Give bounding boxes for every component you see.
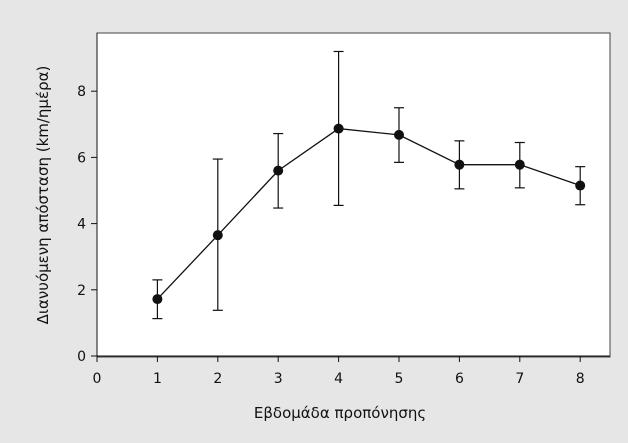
y-tick-label-8: 8 bbox=[77, 84, 86, 100]
x-tick-label-1: 1 bbox=[153, 371, 162, 387]
axes: 0 1 2 3 4 5 6 7 8 0 2 4 6 8 bbox=[77, 33, 610, 387]
x-tick-label-5: 5 bbox=[395, 371, 404, 387]
y-tick-label-4: 4 bbox=[77, 217, 86, 233]
data-point-6 bbox=[454, 159, 465, 170]
data-point-1 bbox=[152, 294, 163, 305]
y-axis-label: Διανυόμενη απόσταση (km/ημέρα) bbox=[34, 66, 52, 325]
x-tick-label-8: 8 bbox=[576, 371, 585, 387]
y-tick-label-2: 2 bbox=[77, 283, 86, 299]
data-point-5 bbox=[394, 129, 404, 140]
y-tick-label-6: 6 bbox=[77, 150, 86, 166]
data-points bbox=[152, 123, 586, 305]
x-tick-label-3: 3 bbox=[274, 371, 283, 387]
x-tick-label-7: 7 bbox=[515, 371, 524, 387]
data-point-4 bbox=[333, 123, 344, 134]
data-point-2 bbox=[212, 230, 223, 241]
plot-frame bbox=[96, 32, 611, 358]
data-point-8 bbox=[575, 180, 586, 191]
series-line-layer bbox=[156, 127, 581, 300]
data-point-7 bbox=[514, 159, 525, 170]
x-tick-label-4: 4 bbox=[334, 371, 343, 387]
y-tick-label-0: 0 bbox=[77, 349, 86, 365]
x-tick-label-6: 6 bbox=[455, 371, 464, 387]
series-line bbox=[156, 127, 581, 300]
x-tick-label-0: 0 bbox=[93, 371, 102, 387]
x-tick-label-2: 2 bbox=[213, 371, 222, 387]
x-axis-label: Εβδομάδα προπόνησης bbox=[254, 404, 426, 422]
data-point-3 bbox=[273, 165, 284, 176]
